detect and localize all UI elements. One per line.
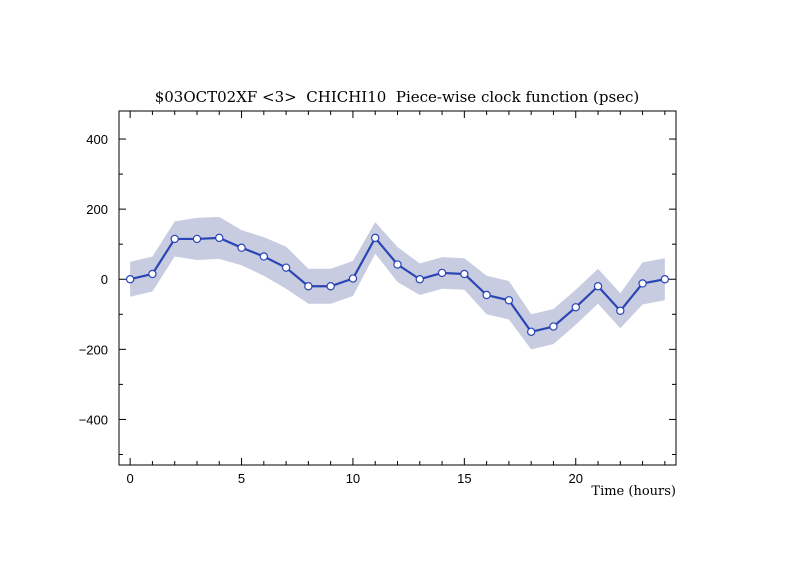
series-line-segment: [574, 285, 599, 309]
x-tick-label: 20: [569, 471, 583, 486]
data-point: [593, 282, 603, 291]
data-point: [348, 274, 358, 283]
x-tick-label: 0: [127, 471, 134, 486]
y-tick-label: −400: [79, 412, 108, 427]
data-point: [371, 233, 380, 243]
series-line-segment: [552, 306, 577, 328]
y-tick-label: 200: [86, 202, 108, 217]
x-tick-label: 5: [238, 471, 245, 486]
data-point: [304, 282, 313, 291]
x-tick-label: 10: [346, 471, 360, 486]
data-point: [148, 269, 157, 279]
data-point: [281, 263, 291, 272]
series-line-segment: [285, 266, 310, 288]
data-point: [437, 268, 447, 278]
chart-title: $03OCT02XF <3> CHICHI10 Piece-wise clock…: [155, 88, 640, 106]
x-tick-label: 15: [457, 471, 471, 486]
data-point: [215, 233, 224, 243]
data-point: [259, 252, 269, 261]
series-line-segment: [351, 237, 377, 280]
data-point: [504, 296, 514, 305]
data-point: [460, 269, 469, 279]
y-tick-label: 0: [101, 272, 108, 287]
data-point: [638, 279, 647, 288]
data-point: [326, 282, 335, 291]
data-point: [125, 275, 135, 284]
data-point: [393, 260, 402, 269]
series-line-segment: [151, 238, 176, 275]
data-point: [415, 275, 424, 284]
y-tick-label: 400: [86, 132, 108, 147]
data-point: [482, 290, 491, 300]
data-point: [192, 234, 202, 244]
series-line-segment: [374, 237, 399, 266]
series-line-segment: [597, 285, 622, 312]
series-line-segment: [508, 299, 533, 333]
error-band: [130, 216, 665, 350]
data-point: [571, 303, 580, 312]
data-point: [549, 322, 558, 331]
x-axis-label: Time (hours): [591, 484, 676, 499]
data-point: [660, 275, 670, 284]
data-point: [616, 306, 625, 315]
series-line-segment: [619, 282, 644, 312]
data-point: [237, 243, 246, 252]
series-line-segment: [463, 273, 488, 296]
series-line-segment: [396, 263, 421, 281]
data-point: [170, 234, 179, 244]
data-point: [526, 327, 536, 337]
y-tick-label: −200: [79, 342, 108, 357]
